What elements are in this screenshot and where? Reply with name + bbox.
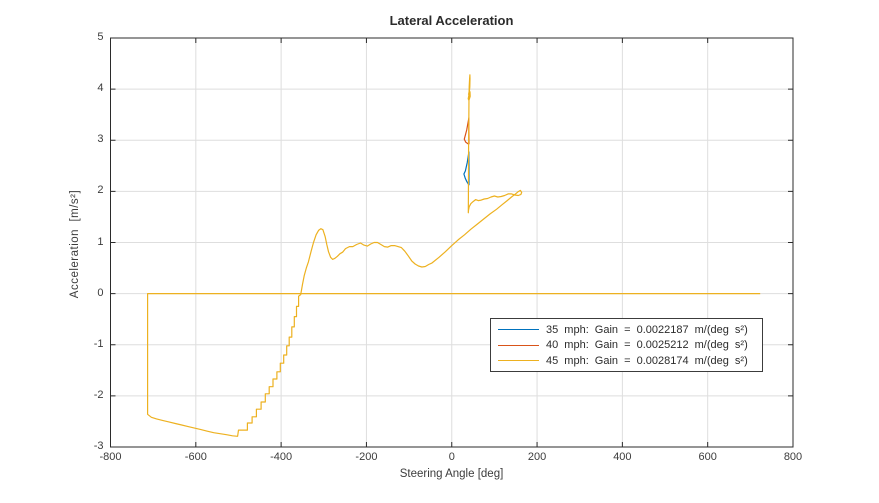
x-axis-label: Steering Angle [deg] — [399, 468, 504, 480]
x-tick-label: -800 — [99, 451, 122, 463]
x-tick-label: 0 — [448, 451, 455, 463]
y-tick-label: 0 — [97, 286, 104, 299]
legend-entry-label: 40 mph: Gain = 0.0025212 m/(deg s²) — [546, 339, 748, 351]
x-tick-label: 400 — [613, 451, 632, 463]
y-tick-label: 4 — [97, 82, 104, 95]
legend-entry-label: 45 mph: Gain = 0.0028174 m/(deg s²) — [546, 354, 748, 367]
legend-line-sample-40mph — [498, 344, 539, 346]
legend-entry-label: 35 mph: Gain = 0.0022187 m/(deg s²) — [546, 323, 748, 336]
y-tick-label: -3 — [93, 440, 104, 452]
y-tick-label: 3 — [97, 133, 104, 146]
x-tick-label: -200 — [355, 451, 378, 463]
legend-entry: 45 mph: Gain = 0.0028174 m/(deg s²) — [498, 355, 758, 367]
series-line-45-mph — [147, 74, 761, 437]
legend-entry: 40 mph: Gain = 0.0025212 m/(deg s²) — [498, 339, 758, 351]
x-tick-label: 600 — [698, 451, 717, 463]
y-tick-label: -2 — [93, 388, 104, 401]
x-tick-label: -600 — [184, 451, 207, 463]
chart-title: Lateral Acceleration — [389, 13, 514, 28]
x-tick-label: 200 — [527, 451, 547, 463]
y-tick-label: -1 — [93, 337, 104, 350]
y-tick-label: 5 — [97, 31, 104, 43]
legend-entry: 35 mph: Gain = 0.0022187 m/(deg s²) — [498, 324, 758, 336]
legend-line-sample-45mph — [498, 360, 539, 361]
y-tick-label: 1 — [97, 235, 104, 248]
y-axis-label: Acceleration [m/s²] — [69, 189, 81, 299]
legend: 35 mph: Gain = 0.0022187 m/(deg s²) 40 m… — [490, 318, 763, 372]
legend-line-sample-35mph — [498, 329, 539, 330]
x-tick-label: 800 — [783, 451, 803, 463]
y-tick-label: 2 — [97, 184, 104, 197]
x-tick-label: -400 — [270, 451, 293, 463]
